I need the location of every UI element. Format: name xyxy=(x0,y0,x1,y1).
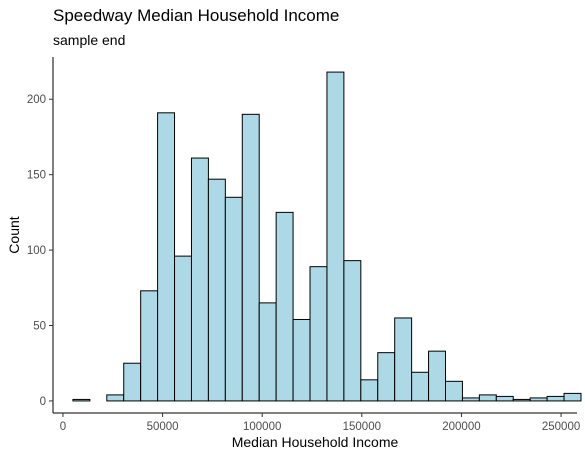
x-ticks: 0 50000 100000 150000 200000 250000 xyxy=(60,413,580,433)
chart-subtitle: sample end xyxy=(53,32,126,48)
y-tick-label: 200 xyxy=(27,94,46,106)
x-tick-label: 200000 xyxy=(442,421,480,433)
histogram-bar xyxy=(360,379,379,402)
y-tick-label: 0 xyxy=(40,396,46,408)
histogram-bar xyxy=(326,71,345,402)
axes xyxy=(52,57,577,414)
histogram-bar xyxy=(428,350,447,402)
histogram-bar xyxy=(123,362,142,402)
histogram-bar xyxy=(495,395,514,402)
histogram-bar xyxy=(546,395,565,402)
histogram-bar xyxy=(292,318,311,402)
histogram-bar xyxy=(106,394,125,402)
x-tick-label: 250000 xyxy=(542,421,580,433)
y-tick-label: 50 xyxy=(33,321,46,333)
y-tick-label: 150 xyxy=(27,170,46,182)
histogram-bar xyxy=(241,113,260,402)
chart-title: Speedway Median Household Income xyxy=(53,6,340,25)
histogram-bar xyxy=(394,317,413,402)
histogram-bar xyxy=(140,290,159,402)
histogram-bar xyxy=(224,196,243,402)
histogram-bar xyxy=(258,302,277,402)
histogram-bar xyxy=(174,255,192,402)
histogram-bar xyxy=(275,211,294,402)
x-tick-label: 150000 xyxy=(343,421,381,433)
histogram-bar xyxy=(411,371,430,402)
histogram-bar xyxy=(377,352,396,402)
histogram-bar xyxy=(157,112,176,402)
histogram-bars xyxy=(72,71,582,402)
histogram-bar xyxy=(563,392,582,402)
x-tick-label: 50000 xyxy=(147,421,179,433)
histogram-bar xyxy=(478,394,497,402)
y-ticks: 0 50 100 150 200 xyxy=(27,94,53,408)
histogram-bar xyxy=(72,398,91,402)
histogram-bar xyxy=(512,398,531,402)
histogram-bar xyxy=(461,397,480,402)
x-tick-label: 100000 xyxy=(243,421,281,433)
histogram-bar xyxy=(207,178,226,402)
x-tick-label: 0 xyxy=(60,421,66,433)
y-tick-label: 100 xyxy=(27,245,46,257)
histogram-bar xyxy=(309,266,328,402)
histogram-bar xyxy=(529,397,548,402)
histogram-bar xyxy=(445,380,463,402)
x-axis-title: Median Household Income xyxy=(232,434,399,450)
histogram-bar xyxy=(343,260,362,402)
histogram-bar xyxy=(190,157,209,402)
y-axis-title: Count xyxy=(6,216,22,253)
